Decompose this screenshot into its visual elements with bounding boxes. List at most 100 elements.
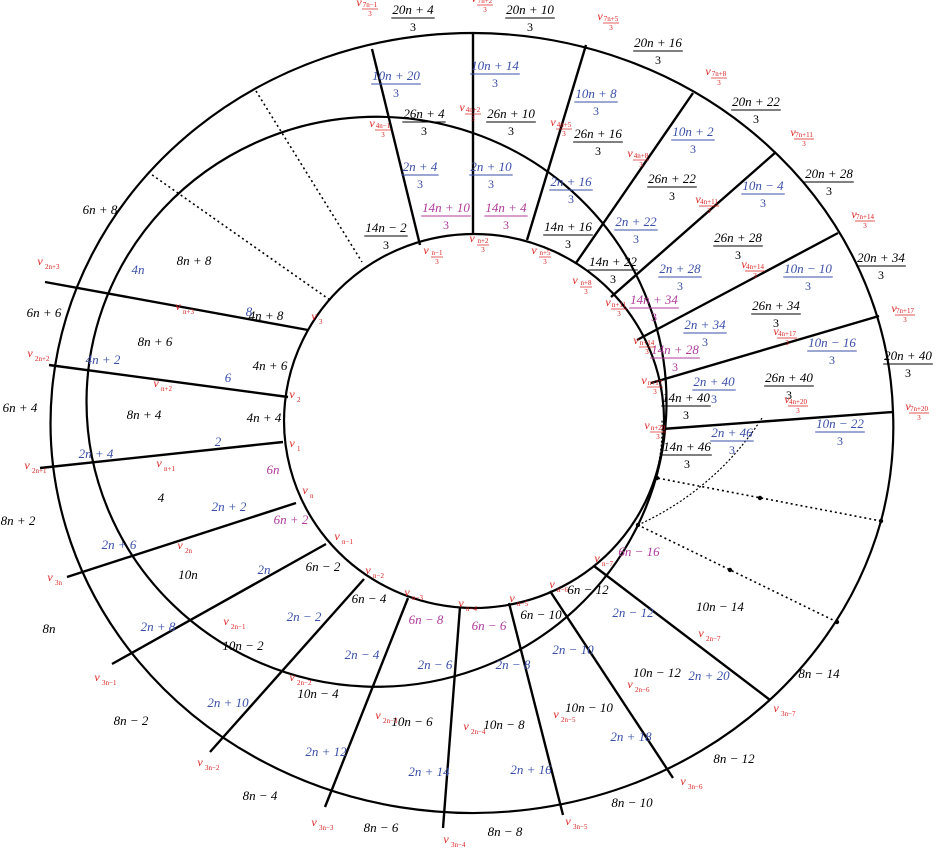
vertex-subscript: n+1 [164, 465, 175, 473]
vertex-symbol: v [463, 719, 469, 733]
label-denominator: 3 [672, 360, 678, 374]
vertex-symbol: v [698, 626, 704, 640]
vertex-subscript: 2n−6 [635, 686, 650, 694]
label-denominator: 3 [690, 142, 696, 156]
label-numerator: 4 [158, 490, 165, 505]
label-denominator: 3 [655, 53, 661, 67]
label-numerator: 10n − 10 [565, 700, 613, 715]
label-denominator: 3 [905, 366, 911, 380]
vertex-subscript: n−1 [342, 538, 353, 546]
vertex-symbol: v [156, 456, 162, 470]
label-numerator: 2n − 4 [345, 647, 380, 662]
label-denominator: 3 [393, 86, 399, 100]
edge-label: 8n − 4 [243, 788, 278, 803]
label-numerator: 14n + 40 [662, 390, 710, 405]
vertex-subscript: 7n+11 [795, 131, 813, 139]
spoke [507, 602, 565, 816]
vertex-subscript: 7n+14 [856, 213, 874, 221]
label-numerator: 20n + 34 [857, 250, 905, 265]
vertex-subscript: 4n+5 [557, 121, 572, 129]
vertex-symbol: v [553, 707, 559, 721]
label-numerator: 20n + 4 [392, 2, 434, 17]
spoke [323, 597, 410, 808]
edge-label: 4n + 4 [247, 410, 282, 425]
vertex-denominator: 3 [584, 288, 588, 296]
vertex-symbol: v [790, 125, 796, 139]
junction-dot [727, 567, 733, 573]
vertex-denominator: 3 [435, 258, 439, 266]
edge-label: 6n − 6 [472, 618, 507, 633]
label-numerator: 4n + 2 [86, 352, 121, 367]
vertex-label: v 4n+53 [550, 115, 572, 138]
edge-label: 10n − 12 [633, 665, 681, 680]
edge-label: 4n + 8 [249, 308, 284, 323]
label-numerator: 8n [43, 621, 56, 636]
vertex-label: v 4n+113 [695, 192, 719, 215]
label-denominator: 3 [593, 104, 599, 118]
vertex-symbol: v [404, 585, 410, 599]
dotted-spokes [147, 90, 882, 623]
edge-label: 10n − 4 [297, 686, 339, 701]
vertex-symbol: v [641, 373, 647, 387]
vertex-label: v 4n+83 [627, 146, 649, 169]
label-numerator: 2n − 2 [287, 609, 322, 624]
edge-label: 10n [178, 567, 198, 582]
label-numerator: 10n − 8 [483, 717, 525, 732]
vertex-label: v n−3 [404, 585, 423, 602]
dotted-spoke [147, 171, 331, 301]
vertex-label: v 4n+173 [773, 324, 797, 347]
edge-label: 6n + 4 [3, 400, 38, 415]
vertex-symbol: v [423, 243, 429, 257]
label-numerator: 10n − 12 [633, 665, 681, 680]
label-numerator: 2n − 12 [612, 605, 654, 620]
fraction-label: 2n + 34 3 [683, 317, 727, 349]
label-denominator: 3 [669, 189, 675, 203]
fraction-label: 20n + 4 3 [391, 2, 435, 34]
vertex-subscript: n+2 [478, 237, 489, 245]
vertex-symbol: v [443, 832, 449, 846]
vertex-denominator: 3 [863, 222, 867, 230]
fraction-label: 2n + 46 3 [710, 425, 754, 457]
junction-dots [635, 475, 884, 625]
vertex-subscript: 3n−7 [781, 710, 796, 718]
edge-label: 10n − 14 [696, 599, 744, 614]
vertex-label: v n−13 [423, 243, 443, 266]
label-numerator: 10n − 4 [297, 686, 339, 701]
fraction-label: 14n − 2 3 [364, 220, 408, 252]
label-numerator: 2n + 10 [470, 159, 512, 174]
label-denominator: 3 [651, 310, 657, 324]
vertex-subscript: n+20 [651, 424, 666, 432]
label-numerator: 10n + 14 [471, 58, 519, 73]
label-numerator: 2n − 10 [552, 642, 594, 657]
edge-label: 8n − 10 [611, 795, 653, 810]
fraction-label: 26n + 4 3 [402, 106, 446, 138]
vertex-label: v 4n+23 [459, 100, 481, 123]
junction-dot [757, 495, 763, 501]
label-denominator: 3 [711, 392, 717, 406]
fraction-label: 2n + 4 3 [401, 159, 439, 191]
vertex-symbol: v [177, 538, 183, 552]
label-denominator: 3 [677, 279, 683, 293]
vertex-label: v n+113 [605, 295, 627, 318]
label-numerator: 6n + 8 [83, 202, 118, 217]
vertex-label: v 3n−3 [311, 815, 334, 832]
label-numerator: 2n + 4 [79, 446, 114, 461]
label-numerator: 10n − 2 [222, 638, 264, 653]
label-numerator: 20n + 40 [884, 348, 932, 363]
vertex-symbol: v [905, 399, 911, 413]
vertex-subscript: 4n+17 [778, 330, 796, 338]
label-denominator: 3 [773, 316, 779, 330]
vertex-symbol: v [311, 815, 317, 829]
vertex-symbol: v [153, 376, 159, 390]
label-numerator: 2 [215, 434, 222, 449]
vertex-subscript: n [310, 492, 314, 500]
vertex-denominator: 3 [656, 433, 660, 441]
vertex-label: v n−2 [365, 563, 384, 580]
vertex-subscript: 3 [319, 318, 323, 326]
edge-label: 2n + 12 [305, 744, 347, 759]
vertex-symbol: v [94, 670, 100, 684]
vertex-symbol: v [627, 677, 633, 691]
edge-label: 2n − 4 [345, 647, 380, 662]
edge-label: 8n + 4 [127, 407, 162, 422]
label-numerator: 6n + 6 [27, 305, 62, 320]
